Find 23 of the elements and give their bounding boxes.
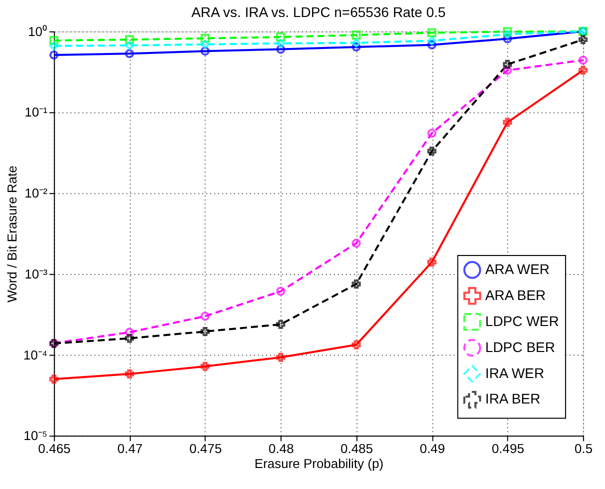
x-tick-label: 0.5 bbox=[574, 441, 593, 456]
legend-label: IRA WER bbox=[485, 364, 544, 381]
x-tick-label: 0.485 bbox=[340, 441, 373, 456]
chart-title: ARA vs. IRA vs. LDPC n=65536 Rate 0.5 bbox=[191, 4, 446, 20]
x-tick-label: 0.495 bbox=[492, 441, 524, 456]
legend-label: LDPC BER bbox=[485, 338, 556, 355]
y-tick-label: 10⁻⁴ bbox=[23, 347, 48, 362]
legend-label: ARA WER bbox=[485, 260, 550, 277]
x-tick-label: 0.49 bbox=[420, 441, 445, 456]
x-tick-label: 0.48 bbox=[268, 441, 294, 456]
y-tick-label: 10⁰ bbox=[28, 24, 48, 39]
x-tick-label: 0.475 bbox=[189, 441, 222, 456]
y-axis-title: Word / Bit Erasure Rate bbox=[4, 166, 20, 302]
x-tick-label: 0.47 bbox=[117, 441, 143, 456]
y-tick-label: 10⁻² bbox=[24, 186, 48, 201]
y-tick-label: 10⁻¹ bbox=[24, 104, 48, 120]
legend-label: IRA BER bbox=[485, 390, 540, 407]
legend-label: ARA BER bbox=[485, 286, 546, 303]
x-axis-title: Erasure Probability (p) bbox=[254, 456, 384, 472]
legend-label: LDPC WER bbox=[485, 312, 559, 329]
x-tick-label: 0.465 bbox=[38, 441, 71, 456]
y-tick-label: 10⁻⁵ bbox=[24, 428, 48, 444]
y-tick-label: 10⁻³ bbox=[24, 266, 48, 282]
